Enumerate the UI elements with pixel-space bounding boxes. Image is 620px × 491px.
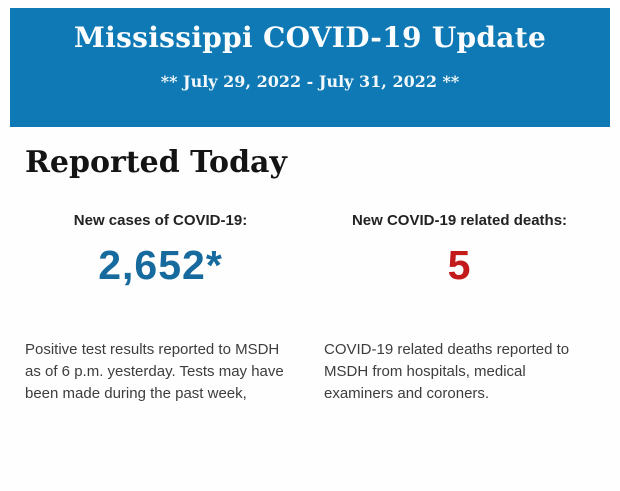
section-title: Reported Today (25, 145, 287, 180)
stats-grid: New cases of COVID-19: 2,652* Positive t… (25, 212, 595, 405)
new-deaths-description: COVID-19 related deaths reported to MSDH… (324, 341, 570, 402)
new-deaths-label: New COVID-19 related deaths: (351, 212, 568, 229)
new-cases-label: New cases of COVID-19: (73, 212, 248, 229)
covid-update-page: Mississippi COVID-19 Update ** July 29, … (0, 8, 620, 491)
stat-new-deaths: New COVID-19 related deaths: 5 COVID-19 … (324, 212, 595, 405)
new-cases-description: Positive test results reported to MSDH a… (25, 341, 284, 402)
new-cases-value: 2,652* (98, 242, 223, 288)
page-title: Mississippi COVID-19 Update (73, 21, 547, 54)
new-deaths-value: 5 (447, 242, 472, 288)
content-area: Reported Today New cases of COVID-19: 2,… (0, 146, 620, 405)
stat-new-cases: New cases of COVID-19: 2,652* Positive t… (25, 212, 296, 405)
header-banner: Mississippi COVID-19 Update ** July 29, … (10, 8, 610, 127)
date-range: ** July 29, 2022 - July 31, 2022 ** (160, 72, 460, 91)
